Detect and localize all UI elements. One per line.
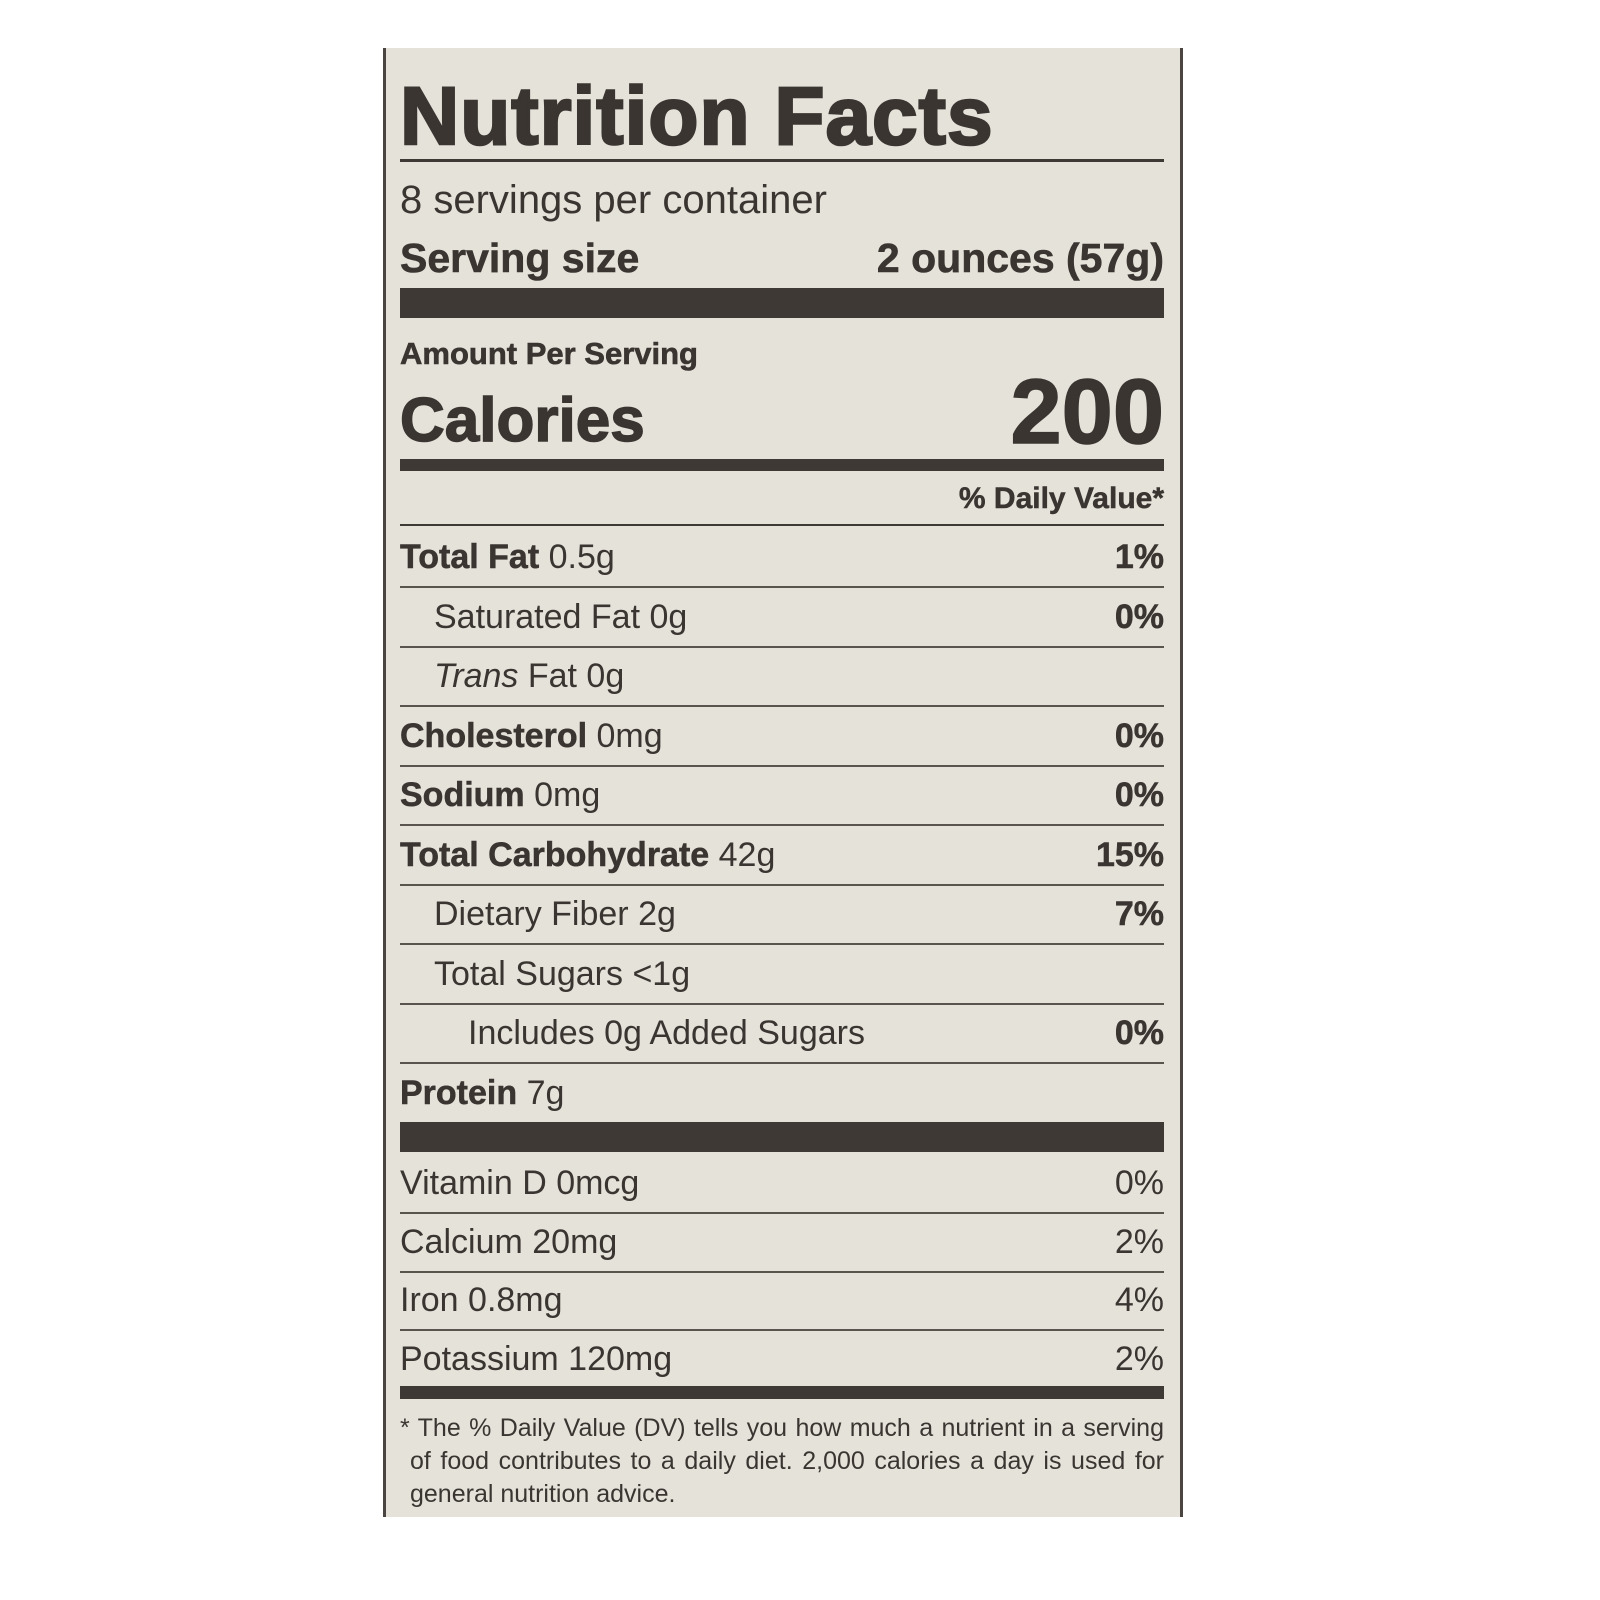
nutrient-daily-value: 0% bbox=[1114, 1014, 1165, 1052]
nutrient-daily-value: 7% bbox=[1114, 895, 1165, 933]
nutrient-label: Protein bbox=[400, 1073, 518, 1112]
nutrient-daily-value: 15% bbox=[1095, 835, 1165, 874]
nutrient-row: Saturated Fat 0g 0% bbox=[400, 588, 1164, 648]
nutrient-label: Total Fat bbox=[400, 538, 540, 576]
nutrient-daily-value: 1% bbox=[1114, 538, 1165, 576]
nutrient-amount: 0mg bbox=[534, 776, 601, 814]
nutrient-row: Trans Fat 0g bbox=[400, 647, 1164, 707]
nutrient-amount: 0mg bbox=[596, 716, 663, 755]
nutrient-name: Sodium 0mg bbox=[400, 776, 601, 814]
thick-divider bbox=[400, 288, 1164, 318]
nutrient-name: Total Carbohydrate 42g bbox=[400, 835, 776, 874]
servings-per-container: 8 servings per container bbox=[400, 178, 827, 222]
amount-per-serving: Amount Per Serving bbox=[400, 336, 699, 371]
label-title: Nutrition Facts bbox=[399, 71, 994, 162]
vitamin-row: Vitamin D 0mcg 0% bbox=[400, 1154, 1164, 1214]
nutrient-name: Trans Fat 0g bbox=[400, 659, 624, 693]
nutrient-row: Total Carbohydrate 42g 15% bbox=[400, 826, 1164, 886]
nutrient-row: Total Sugars <1g bbox=[400, 945, 1164, 1005]
divider bbox=[400, 159, 1164, 162]
nutrient-amount: 0.5g bbox=[548, 538, 615, 576]
serving-size-value: 2 ounces (57g) bbox=[876, 235, 1165, 281]
nutrition-facts-label: Nutrition Facts 8 servings per container… bbox=[383, 48, 1183, 1517]
vitamin-daily-value: 2% bbox=[1114, 1222, 1164, 1261]
nutrient-name: Includes 0g Added Sugars bbox=[400, 1016, 865, 1050]
nutrient-label: Dietary Fiber bbox=[434, 895, 629, 933]
vitamin-label: Calcium 20mg bbox=[400, 1222, 618, 1261]
nutrient-row: Cholesterol 0mg 0% bbox=[400, 707, 1164, 767]
vitamin-label: Iron 0.8mg bbox=[400, 1281, 563, 1319]
nutrient-label: Total Carbohydrate bbox=[400, 835, 710, 874]
nutrient-amount: 0g bbox=[586, 657, 625, 695]
nutrient-daily-value: 0% bbox=[1114, 776, 1165, 814]
vitamin-row: Calcium 20mg 2% bbox=[400, 1213, 1164, 1273]
nutrient-row: Dietary Fiber 2g 7% bbox=[400, 885, 1164, 945]
divider bbox=[400, 524, 1164, 526]
vitamin-row: Iron 0.8mg 4% bbox=[400, 1271, 1164, 1331]
nutrient-label: Includes 0g Added Sugars bbox=[468, 1014, 865, 1052]
nutrient-label: Saturated Fat bbox=[434, 597, 641, 636]
footnote: * The % Daily Value (DV) tells you how m… bbox=[400, 1414, 1164, 1508]
nutrient-amount: 2g bbox=[638, 895, 676, 933]
nutrient-amount: 7g bbox=[526, 1073, 565, 1112]
nutrient-label: Cholesterol bbox=[400, 716, 588, 755]
vitamin-daily-value: 4% bbox=[1114, 1281, 1164, 1319]
vitamin-label: Vitamin D 0mcg bbox=[400, 1164, 640, 1202]
serving-size-row: Serving size 2 ounces (57g) bbox=[400, 235, 1165, 281]
nutrient-name: Saturated Fat 0g bbox=[400, 600, 687, 634]
nutrient-amount: 42g bbox=[718, 835, 776, 874]
nutrient-row: Protein 7g bbox=[400, 1064, 1164, 1122]
medium-divider bbox=[400, 1386, 1164, 1399]
vitamin-daily-value: 2% bbox=[1114, 1339, 1164, 1378]
serving-size-label: Serving size bbox=[400, 235, 640, 281]
nutrient-label: Total Sugars bbox=[434, 954, 623, 993]
vitamin-row: Potassium 120mg 2% bbox=[400, 1330, 1164, 1388]
calories-label: Calories bbox=[399, 386, 645, 455]
nutrient-label: Sodium bbox=[400, 776, 525, 814]
nutrient-label: Trans bbox=[434, 657, 519, 695]
medium-divider bbox=[400, 459, 1164, 471]
calories-value: 200 bbox=[1010, 361, 1165, 463]
daily-value-header: % Daily Value* bbox=[958, 482, 1165, 515]
nutrient-row: Total Fat 0.5g 1% bbox=[400, 528, 1164, 588]
nutrient-daily-value: 0% bbox=[1114, 716, 1165, 755]
nutrient-name: Protein 7g bbox=[400, 1073, 565, 1112]
nutrient-name: Total Fat 0.5g bbox=[400, 538, 615, 576]
vitamin-label: Potassium 120mg bbox=[400, 1339, 673, 1378]
nutrient-amount: <1g bbox=[632, 954, 691, 993]
calories-row: Calories 200 bbox=[399, 361, 1165, 463]
vitamin-daily-value: 0% bbox=[1114, 1164, 1164, 1202]
nutrient-name: Dietary Fiber 2g bbox=[400, 897, 676, 931]
nutrient-daily-value: 0% bbox=[1114, 597, 1165, 636]
nutrient-name: Cholesterol 0mg bbox=[400, 716, 663, 755]
nutrient-row: Sodium 0mg 0% bbox=[400, 766, 1164, 826]
nutrient-name: Total Sugars <1g bbox=[400, 957, 690, 991]
nutrient-label-suffix: Fat bbox=[527, 657, 577, 695]
nutrient-row: Includes 0g Added Sugars 0% bbox=[400, 1004, 1164, 1064]
thick-divider bbox=[400, 1122, 1164, 1152]
nutrient-amount: 0g bbox=[649, 597, 688, 636]
